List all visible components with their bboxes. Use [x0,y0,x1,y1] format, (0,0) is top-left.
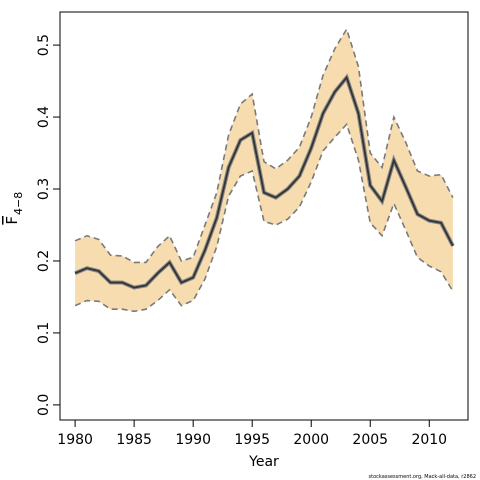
y-tick-label: 0.5 [36,34,52,56]
upper-line [74,27,454,264]
y-axis-label-group: F 4−8 [3,192,25,225]
y-tick-label: 0.1 [36,322,52,344]
plot-frame [59,11,469,421]
y-axis-label-sub: 4−8 [12,192,25,215]
y-axis-label: F [3,216,21,225]
y-tick-label: 0.4 [36,106,52,128]
x-tick-label: 2000 [293,432,329,448]
x-tick-label: 1985 [116,432,152,448]
x-tick-label: 1990 [175,432,211,448]
estimate-line [74,75,454,289]
x-axis-label: Year [248,454,279,470]
y-tick-label: 0.3 [36,178,52,200]
y-tick-label: 0.0 [36,394,52,416]
y-tick-label: 0.2 [36,250,52,272]
x-tick-label: 1995 [234,432,270,448]
confidence-band [75,29,453,312]
x-tick-label: 1980 [57,432,93,448]
x-tick-label: 2010 [411,432,447,448]
x-tick-label: 2005 [352,432,388,448]
footnote: stockassessment.org, Mack-all-data, r286… [369,474,476,480]
